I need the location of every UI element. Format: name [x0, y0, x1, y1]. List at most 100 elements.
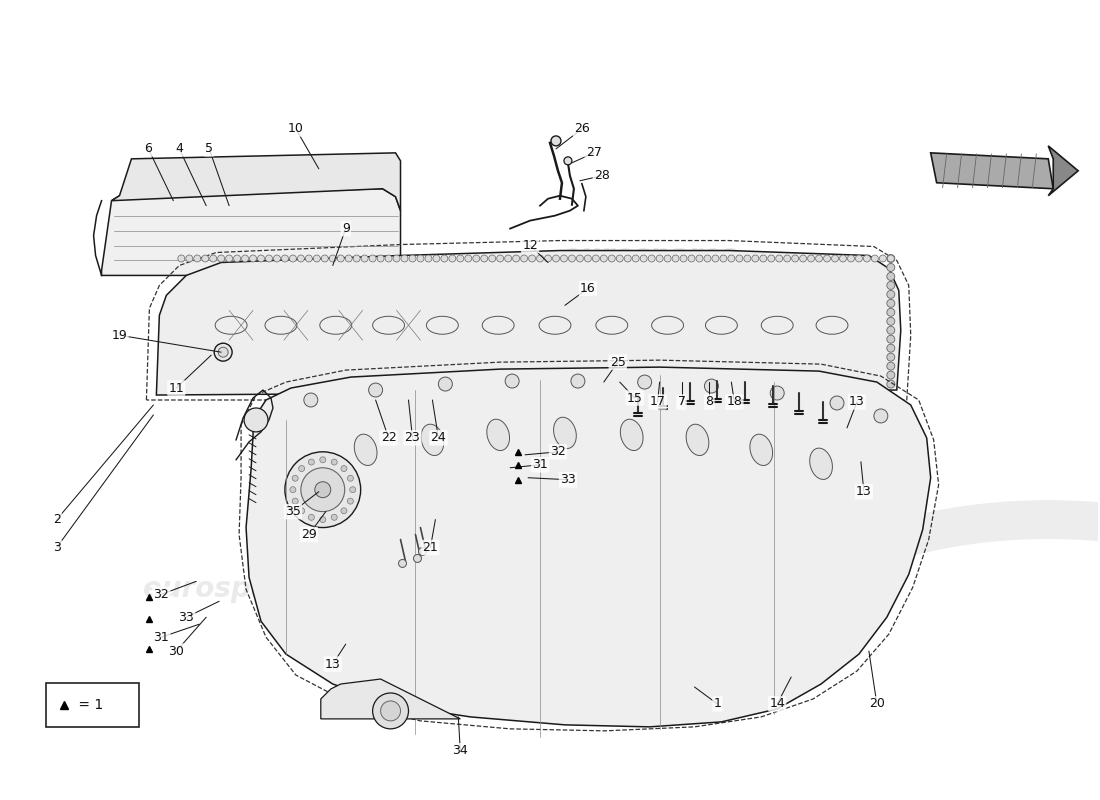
Circle shape	[728, 255, 735, 262]
Circle shape	[792, 255, 799, 262]
Circle shape	[887, 344, 894, 352]
Circle shape	[569, 255, 575, 262]
Text: 8: 8	[705, 395, 714, 409]
Circle shape	[847, 255, 855, 262]
Circle shape	[265, 255, 273, 262]
Text: 29: 29	[301, 528, 317, 541]
Circle shape	[561, 255, 568, 262]
Polygon shape	[931, 153, 1053, 189]
Circle shape	[887, 282, 894, 290]
Circle shape	[719, 255, 727, 262]
Circle shape	[807, 255, 815, 262]
Circle shape	[301, 468, 344, 512]
Circle shape	[338, 255, 344, 262]
Circle shape	[306, 255, 312, 262]
Text: 11: 11	[168, 382, 184, 394]
Circle shape	[417, 255, 424, 262]
Text: 31: 31	[154, 630, 169, 644]
Circle shape	[688, 255, 695, 262]
Polygon shape	[321, 679, 460, 719]
Text: eurospares: eurospares	[143, 575, 319, 603]
Circle shape	[887, 263, 894, 271]
Circle shape	[331, 459, 338, 465]
Circle shape	[178, 255, 185, 262]
Circle shape	[537, 255, 543, 262]
Text: 5: 5	[206, 142, 213, 155]
Circle shape	[871, 255, 879, 262]
Text: 26: 26	[574, 122, 590, 135]
Polygon shape	[111, 153, 400, 210]
Circle shape	[290, 486, 296, 493]
Text: 18: 18	[726, 395, 742, 409]
Circle shape	[218, 347, 228, 357]
Circle shape	[304, 393, 318, 407]
Circle shape	[887, 299, 894, 307]
Text: 7: 7	[678, 395, 685, 409]
Text: 13: 13	[849, 395, 865, 409]
Circle shape	[368, 383, 383, 397]
Ellipse shape	[553, 418, 576, 449]
Circle shape	[864, 255, 870, 262]
Circle shape	[648, 255, 656, 262]
Text: 6: 6	[144, 142, 152, 155]
Circle shape	[887, 254, 894, 262]
Circle shape	[425, 255, 432, 262]
Circle shape	[744, 255, 751, 262]
Circle shape	[214, 343, 232, 361]
Text: 15: 15	[627, 391, 642, 405]
Circle shape	[656, 255, 663, 262]
Circle shape	[218, 255, 224, 262]
Circle shape	[879, 255, 887, 262]
Text: 13: 13	[856, 485, 872, 498]
Circle shape	[194, 255, 200, 262]
Circle shape	[285, 452, 361, 527]
Circle shape	[414, 554, 421, 562]
Ellipse shape	[686, 424, 708, 455]
Text: 3: 3	[53, 541, 60, 554]
Circle shape	[712, 255, 719, 262]
Text: 9: 9	[342, 222, 350, 235]
Text: 22: 22	[381, 431, 396, 444]
Circle shape	[293, 498, 298, 504]
Circle shape	[314, 255, 320, 262]
Ellipse shape	[354, 434, 377, 466]
Circle shape	[299, 508, 305, 514]
Text: 2: 2	[53, 513, 60, 526]
Circle shape	[887, 308, 894, 316]
Circle shape	[552, 255, 560, 262]
Circle shape	[341, 508, 346, 514]
Circle shape	[402, 255, 408, 262]
Text: 21: 21	[422, 541, 438, 554]
Text: 32: 32	[550, 446, 565, 458]
Circle shape	[839, 255, 847, 262]
Circle shape	[783, 255, 791, 262]
Circle shape	[520, 255, 528, 262]
Circle shape	[736, 255, 743, 262]
Circle shape	[210, 255, 217, 262]
Circle shape	[887, 362, 894, 370]
Circle shape	[297, 255, 305, 262]
Circle shape	[465, 255, 472, 262]
Circle shape	[418, 547, 427, 555]
Text: 31: 31	[532, 458, 548, 471]
Text: 16: 16	[580, 282, 596, 295]
Circle shape	[473, 255, 480, 262]
Circle shape	[353, 255, 360, 262]
Ellipse shape	[750, 434, 772, 466]
Circle shape	[680, 255, 688, 262]
Circle shape	[576, 255, 583, 262]
Circle shape	[638, 375, 651, 389]
Circle shape	[398, 559, 407, 567]
Circle shape	[329, 255, 337, 262]
Text: 4: 4	[175, 142, 184, 155]
Circle shape	[315, 482, 331, 498]
Circle shape	[608, 255, 615, 262]
Text: 19: 19	[111, 329, 128, 342]
Circle shape	[830, 396, 844, 410]
Circle shape	[593, 255, 600, 262]
Text: 12: 12	[522, 239, 538, 252]
Polygon shape	[156, 250, 901, 395]
Circle shape	[201, 255, 209, 262]
Text: eurospares: eurospares	[562, 242, 737, 270]
FancyBboxPatch shape	[46, 683, 140, 727]
